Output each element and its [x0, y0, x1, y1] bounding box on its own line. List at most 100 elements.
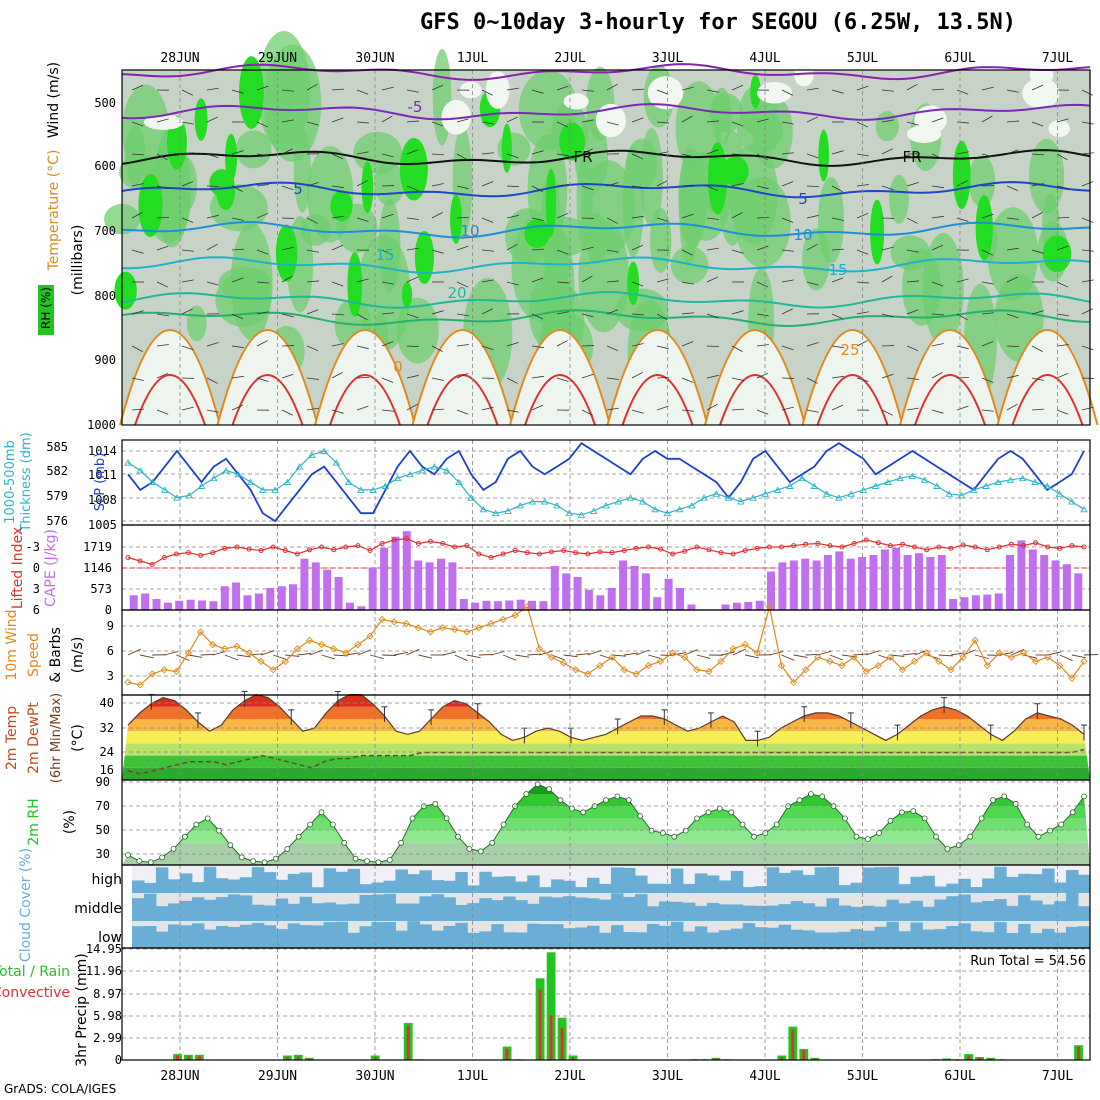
rh-marker [1069, 809, 1076, 816]
wind-speed-marker [354, 640, 362, 649]
wind-barb-10m [406, 648, 420, 656]
rh-shade-high [225, 133, 238, 181]
wind-barb [856, 121, 869, 128]
cloud-bar [599, 932, 612, 948]
temp-tick: 40 [100, 696, 114, 710]
rh-marker [751, 833, 757, 840]
cloud-bar [347, 903, 361, 921]
rh-marker [386, 857, 393, 863]
thickness-marker [528, 498, 537, 505]
rh-marker [227, 842, 234, 849]
wind-barb [656, 217, 669, 222]
wind-speed-marker [281, 657, 289, 666]
rh-band [122, 830, 1090, 843]
cape-bar [903, 555, 912, 610]
wind-barb [456, 245, 469, 251]
cloud-bar [706, 932, 720, 948]
thickness-marker [712, 490, 721, 497]
cape-bar [437, 558, 445, 610]
thickness-marker [222, 467, 230, 474]
wind-barb-10m [273, 654, 287, 660]
cloud-bar [1006, 905, 1019, 921]
temp-band [122, 706, 1090, 719]
wind-barb [306, 217, 318, 224]
wind-barb-10m [297, 652, 312, 656]
cloud-bar [718, 880, 732, 893]
cape-bar [664, 578, 673, 610]
wind-barb [181, 121, 194, 125]
wind-barb [631, 153, 644, 160]
cloud-bar [1078, 906, 1091, 921]
rh-marker [728, 809, 735, 816]
wind-barb [556, 85, 569, 91]
li-tick: 0 [33, 561, 40, 575]
li-marker [403, 536, 409, 542]
wind-barb [381, 86, 394, 91]
cloud-bar [239, 877, 253, 893]
precip-conv-bar [198, 1056, 201, 1060]
wind-barb [931, 185, 944, 189]
wind-barb [256, 311, 269, 315]
rh-marker [170, 846, 177, 852]
cloud-bar [263, 925, 277, 948]
wind-barb-10m [672, 652, 687, 656]
li-marker [1057, 545, 1063, 551]
thickness-marker [246, 478, 255, 486]
wind-speed-marker [547, 653, 556, 661]
cloud-bar [179, 873, 193, 893]
cloud-bar [299, 872, 313, 893]
cloud-bar [1018, 873, 1031, 893]
wind-barb [206, 342, 219, 347]
wind-barb-10m [950, 652, 965, 656]
wind-barb [931, 215, 944, 219]
pressure-tick: 1000 [87, 418, 116, 432]
li-marker [1045, 544, 1051, 550]
wind-barb [556, 340, 568, 347]
cloud-bar [718, 904, 732, 921]
cape-bar [596, 595, 605, 610]
cape-bar [721, 604, 730, 610]
cape-bar [607, 588, 616, 610]
cape-bar [414, 560, 423, 610]
li-marker [258, 548, 264, 553]
wind-barb [781, 152, 794, 155]
wind-barb [231, 313, 244, 320]
cloud-bar [203, 899, 217, 921]
wind-barb [806, 214, 819, 219]
wind-barb [131, 377, 144, 381]
wind-barb [606, 407, 619, 411]
wind-barb [206, 409, 219, 413]
wind-barb [656, 345, 669, 350]
li-marker [730, 551, 736, 557]
cloud-bar [491, 900, 504, 921]
wind-barb [756, 313, 769, 317]
cloud-bar [515, 900, 528, 921]
panel-frame [121, 439, 1091, 526]
wind-barb [706, 217, 719, 220]
li-marker [694, 544, 700, 550]
li-marker [682, 548, 688, 554]
li-marker [718, 550, 724, 556]
cape-bar [789, 560, 798, 610]
isotherm-line [121, 63, 1091, 81]
wind-barb [431, 183, 444, 187]
wind-barb [506, 409, 519, 413]
rh-marker [318, 809, 325, 816]
wind-barb [131, 121, 144, 127]
date-label-top: 1JUL [457, 51, 488, 66]
isotherm-hot-arch [231, 374, 304, 426]
precip-total-bar [546, 952, 556, 1060]
wind-barb [1031, 310, 1044, 315]
wind-barb [1056, 344, 1069, 347]
rh-marker [557, 797, 564, 803]
isotherm-line [121, 309, 1091, 328]
wind-barb [606, 217, 618, 224]
cloud-bar [179, 925, 193, 948]
wind-barb [506, 185, 520, 188]
li-marker [222, 545, 228, 551]
wind-barb [381, 409, 394, 412]
wind-barb-10m [781, 654, 795, 661]
cloud-bar [898, 884, 911, 893]
li-marker [754, 545, 760, 551]
wind-speed-marker [245, 649, 253, 657]
